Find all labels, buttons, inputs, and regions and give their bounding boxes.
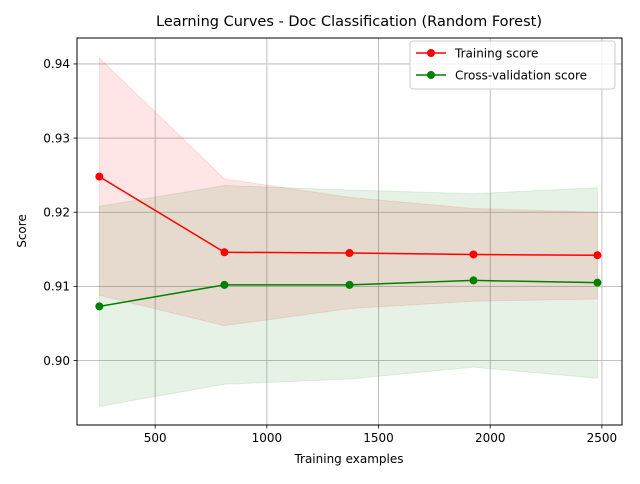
y-axis-ticks: 0.90 0.91 0.92 0.93 0.94 (43, 57, 77, 368)
cv-score-band (98, 185, 598, 408)
cv-score-point (469, 276, 478, 285)
legend-label-cv: Cross-validation score (455, 69, 587, 83)
training-score-point (469, 250, 478, 259)
cv-score-point (593, 278, 602, 287)
x-tick-label: 2000 (475, 431, 506, 445)
y-tick-label: 0.93 (43, 131, 70, 145)
series-points (95, 172, 602, 311)
plot-frame (76, 37, 623, 426)
cv-score-point (95, 302, 104, 311)
legend: Training score Cross-validation score (409, 40, 616, 90)
training-score-point (95, 172, 104, 181)
cv-score-point (220, 280, 229, 289)
x-axis-ticks: 500 1000 1500 2000 2500 (144, 425, 617, 445)
x-axis-label: Training examples (293, 452, 403, 466)
y-tick-label: 0.90 (43, 354, 70, 368)
y-tick-label: 0.92 (43, 206, 70, 220)
y-tick-label: 0.94 (43, 57, 70, 71)
x-tick-label: 2500 (587, 431, 618, 445)
training-score-point (345, 249, 354, 257)
legend-frame (409, 40, 616, 90)
y-axis-label: Score (15, 214, 29, 248)
legend-marker-training (427, 49, 435, 57)
cv-score-point (345, 280, 354, 289)
training-score-point (593, 251, 602, 260)
chart-title: Learning Curves - Doc Classification (Ra… (156, 14, 542, 30)
x-tick-label: 500 (144, 431, 167, 445)
legend-label-training: Training score (454, 47, 538, 61)
x-tick-label: 1000 (252, 431, 283, 445)
x-tick-label: 1500 (363, 431, 394, 445)
training-score-band (98, 56, 598, 327)
y-tick-label: 0.91 (43, 280, 70, 294)
training-score-point (220, 248, 229, 257)
legend-marker-cv (427, 71, 435, 79)
variance-bands (98, 56, 598, 408)
